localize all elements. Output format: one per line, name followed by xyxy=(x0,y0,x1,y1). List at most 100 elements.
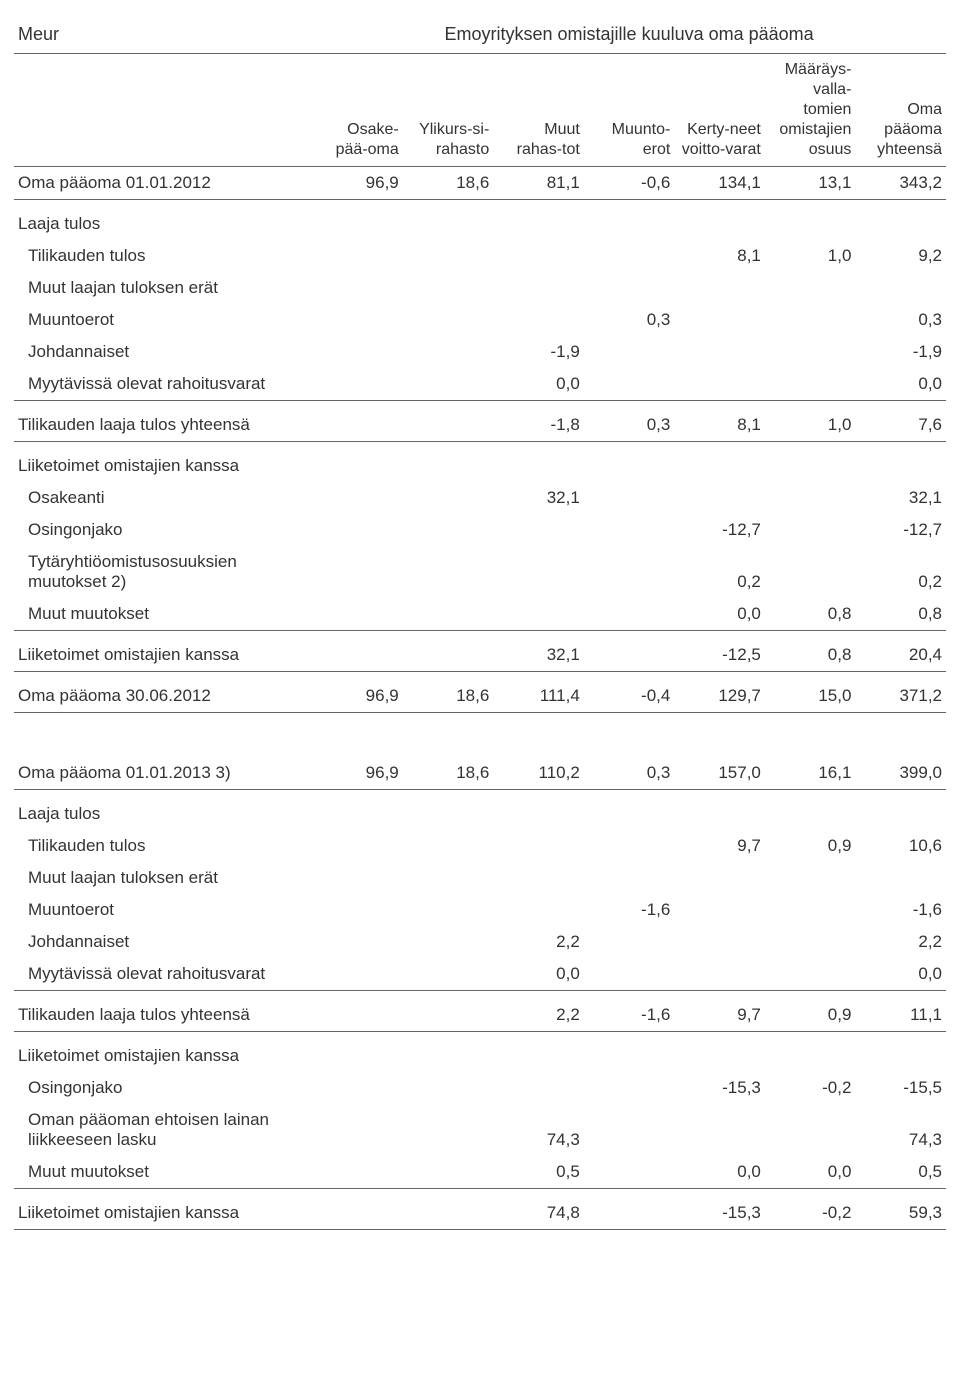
cell-value: 110,2 xyxy=(493,749,584,790)
cell-value xyxy=(403,1156,494,1189)
cell-value xyxy=(855,442,946,483)
cell-value xyxy=(674,368,765,401)
cell-value xyxy=(403,304,494,336)
cell-value xyxy=(403,991,494,1032)
cell-value xyxy=(584,958,675,991)
cell-value xyxy=(312,1032,403,1073)
cell-value xyxy=(765,1104,856,1156)
cell-value xyxy=(584,272,675,304)
cell-value: 2,2 xyxy=(493,991,584,1032)
cell-value xyxy=(584,546,675,598)
cell-value: 399,0 xyxy=(855,749,946,790)
cell-value: 0,8 xyxy=(765,631,856,672)
cell-value xyxy=(493,240,584,272)
cell-value xyxy=(312,442,403,483)
row-label: Muut muutokset xyxy=(14,598,312,631)
cell-value xyxy=(403,546,494,598)
table-row: Muut laajan tuloksen erät xyxy=(14,862,946,894)
cell-value xyxy=(584,514,675,546)
cell-value xyxy=(403,894,494,926)
cell-value xyxy=(765,894,856,926)
cell-value xyxy=(674,1104,765,1156)
cell-value: 7,6 xyxy=(855,401,946,442)
cell-value xyxy=(765,272,856,304)
cell-value xyxy=(312,894,403,926)
table-row: Tilikauden laaja tulos yhteensä-1,80,38,… xyxy=(14,401,946,442)
cell-value: 134,1 xyxy=(674,167,765,200)
cell-value xyxy=(403,631,494,672)
cell-value: 0,2 xyxy=(855,546,946,598)
cell-value: 0,0 xyxy=(765,1156,856,1189)
row-label: Liiketoimet omistajien kanssa xyxy=(14,631,312,672)
cell-value xyxy=(765,958,856,991)
cell-value xyxy=(312,631,403,672)
cell-value: 32,1 xyxy=(493,631,584,672)
cell-value: 0,3 xyxy=(584,304,675,336)
table-row: Myytävissä olevat rahoitusvarat0,00,0 xyxy=(14,368,946,401)
cell-value xyxy=(312,830,403,862)
cell-value xyxy=(584,830,675,862)
cell-value: 0,5 xyxy=(855,1156,946,1189)
cell-value xyxy=(312,200,403,241)
cell-value: 0,0 xyxy=(855,958,946,991)
cell-value xyxy=(312,862,403,894)
cell-value xyxy=(765,862,856,894)
cell-value xyxy=(674,894,765,926)
table-row: Oma pääoma 30.06.201296,918,6111,4-0,412… xyxy=(14,672,946,713)
cell-value xyxy=(493,272,584,304)
row-label: Tytäryhtiöomistusosuuksien muutokset 2) xyxy=(14,546,312,598)
table-row: Oman pääoman ehtoisen lainan liikkeeseen… xyxy=(14,1104,946,1156)
row-label: Oma pääoma 30.06.2012 xyxy=(14,672,312,713)
cell-value xyxy=(403,272,494,304)
cell-value xyxy=(674,304,765,336)
cell-value: 74,3 xyxy=(855,1104,946,1156)
cell-value: -1,6 xyxy=(584,894,675,926)
table-row: Laaja tulos xyxy=(14,200,946,241)
cell-value xyxy=(312,790,403,831)
row-label: Osingonjako xyxy=(14,514,312,546)
cell-value xyxy=(312,1156,403,1189)
cell-value: 2,2 xyxy=(855,926,946,958)
col-header-3: Muutrahas-tot xyxy=(493,54,584,167)
cell-value: 1,0 xyxy=(765,240,856,272)
cell-value xyxy=(584,1104,675,1156)
cell-value xyxy=(403,336,494,368)
cell-value xyxy=(855,790,946,831)
cell-value xyxy=(765,926,856,958)
cell-value: 0,9 xyxy=(765,991,856,1032)
cell-value: 20,4 xyxy=(855,631,946,672)
cell-value xyxy=(855,1032,946,1073)
cell-value xyxy=(765,546,856,598)
cell-value: 0,3 xyxy=(584,749,675,790)
cell-value: 0,0 xyxy=(674,598,765,631)
cell-value: -12,7 xyxy=(855,514,946,546)
cell-value xyxy=(855,200,946,241)
row-label: Tilikauden tulos xyxy=(14,830,312,862)
cell-value xyxy=(493,200,584,241)
table-row: Osingonjako-15,3-0,2-15,5 xyxy=(14,1072,946,1104)
col-header-4: Muunto-erot xyxy=(584,54,675,167)
cell-value xyxy=(584,598,675,631)
cell-value xyxy=(765,368,856,401)
cell-value: 0,0 xyxy=(493,958,584,991)
cell-value xyxy=(312,368,403,401)
cell-value xyxy=(493,546,584,598)
cell-value: -0,2 xyxy=(765,1189,856,1230)
cell-value xyxy=(674,442,765,483)
table-row: Tilikauden tulos9,70,910,6 xyxy=(14,830,946,862)
cell-value xyxy=(403,200,494,241)
row-label: Osakeanti xyxy=(14,482,312,514)
cell-value xyxy=(493,442,584,483)
cell-value: 81,1 xyxy=(493,167,584,200)
cell-value: 10,6 xyxy=(855,830,946,862)
cell-value xyxy=(403,240,494,272)
cell-value: -1,8 xyxy=(493,401,584,442)
cell-value xyxy=(674,482,765,514)
table-row: Liiketoimet omistajien kanssa xyxy=(14,442,946,483)
table-row: Muut muutokset0,00,80,8 xyxy=(14,598,946,631)
cell-value: -15,5 xyxy=(855,1072,946,1104)
cell-value xyxy=(312,304,403,336)
title-left: Meur xyxy=(14,18,312,54)
cell-value xyxy=(855,272,946,304)
row-label: Oma pääoma 01.01.2013 3) xyxy=(14,749,312,790)
